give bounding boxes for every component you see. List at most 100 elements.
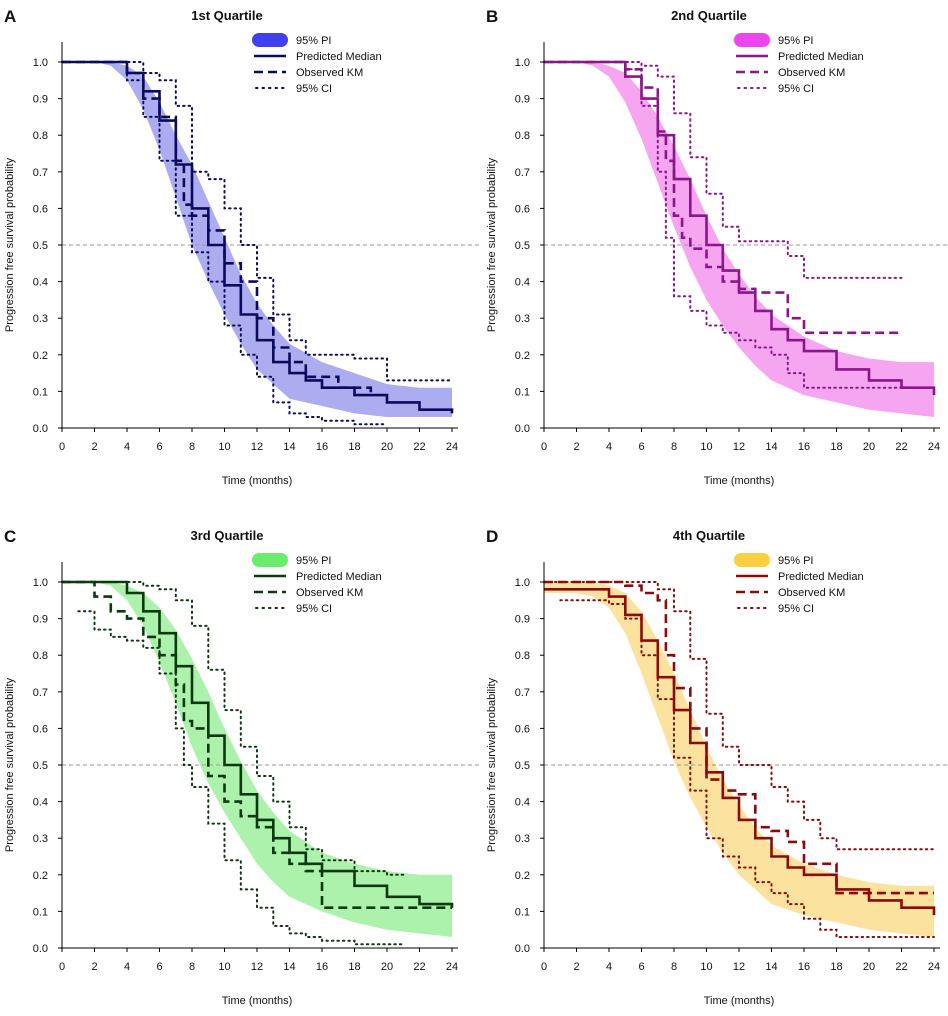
x-tick-label: 18 bbox=[348, 441, 360, 453]
x-tick-label: 14 bbox=[765, 961, 777, 973]
y-tick-label: 0.9 bbox=[515, 614, 530, 626]
panel-c: C 3rd Quartile 0.0 0.1 0.2 0.3 0.4 0.5 0.6 0.7 0.8… bbox=[4, 527, 482, 1007]
ci-lower-line bbox=[77, 610, 405, 946]
ci-lower-line bbox=[61, 61, 388, 426]
x-axis-label: Time (months) bbox=[222, 995, 293, 1007]
x-tick-label: 0 bbox=[541, 961, 547, 973]
y-tick-label: 0.0 bbox=[515, 943, 530, 955]
y-tick-label: 0.2 bbox=[33, 870, 48, 882]
y-tick-label: 0.3 bbox=[515, 313, 530, 325]
panel-title: 1st Quartile bbox=[191, 8, 263, 23]
y-tick-label: 0.6 bbox=[515, 723, 530, 735]
ci-upper-line bbox=[543, 61, 903, 279]
observed-km-line bbox=[544, 580, 934, 895]
x-tick-label: 12 bbox=[251, 441, 263, 453]
y-axis-label: Progression free survival probability bbox=[4, 677, 16, 852]
y-tick-label: 0.0 bbox=[33, 943, 48, 955]
legend-entry: 95% PI bbox=[296, 555, 331, 567]
y-tick-label: 0.5 bbox=[515, 240, 530, 252]
y-tick-label: 0.7 bbox=[33, 687, 48, 699]
x-tick-label: 20 bbox=[381, 961, 393, 973]
legend-swatch-pi bbox=[734, 33, 770, 47]
x-tick-label: 18 bbox=[830, 961, 842, 973]
x-tick-label: 20 bbox=[863, 961, 875, 973]
y-tick-label: 0.3 bbox=[33, 833, 48, 845]
legend-swatch-pi bbox=[252, 553, 288, 567]
x-tick-label: 4 bbox=[124, 441, 130, 453]
x-axis-label: Time (months) bbox=[704, 995, 775, 1007]
y-tick-label: 0.1 bbox=[515, 906, 530, 918]
y-tick-label: 0.9 bbox=[33, 94, 48, 106]
y-tick-label: 0.1 bbox=[33, 386, 48, 398]
x-tick-label: 4 bbox=[606, 961, 612, 973]
legend-entry: 95% CI bbox=[296, 603, 332, 615]
y-tick-label: 1.0 bbox=[515, 577, 530, 589]
x-tick-label: 10 bbox=[218, 441, 230, 453]
y-tick-label: 0.5 bbox=[33, 760, 48, 772]
x-tick-label: 18 bbox=[830, 441, 842, 453]
legend-entry: 95% CI bbox=[296, 83, 332, 95]
panel-title: 2nd Quartile bbox=[671, 8, 747, 23]
legend-swatch-pi bbox=[734, 553, 770, 567]
y-axis-label: Progression free survival probability bbox=[486, 677, 498, 852]
x-tick-label: 16 bbox=[798, 441, 810, 453]
y-tick-label: 0.3 bbox=[515, 833, 530, 845]
ci-upper-line bbox=[543, 581, 935, 851]
y-tick-label: 0.4 bbox=[515, 797, 530, 809]
x-tick-label: 20 bbox=[863, 441, 875, 453]
x-tick-label: 24 bbox=[446, 961, 458, 973]
y-tick-label: 0.2 bbox=[33, 350, 48, 362]
legend: 95% PI Predicted Median Observed KM 95% CI bbox=[734, 553, 864, 615]
y-axis-label: Progression free survival probability bbox=[4, 157, 16, 332]
panel-letter: B bbox=[486, 7, 498, 26]
y-tick-label: 0.4 bbox=[33, 277, 48, 289]
legend-entry: 95% PI bbox=[296, 35, 331, 47]
y-tick-label: 0.6 bbox=[33, 203, 48, 215]
y-tick-label: 0.0 bbox=[515, 423, 530, 435]
y-tick-label: 0.0 bbox=[33, 423, 48, 435]
x-tick-label: 14 bbox=[283, 961, 295, 973]
legend-swatch-pi bbox=[252, 33, 288, 47]
x-tick-label: 20 bbox=[381, 441, 393, 453]
x-tick-label: 14 bbox=[283, 441, 295, 453]
x-tick-label: 6 bbox=[156, 441, 162, 453]
x-tick-label: 12 bbox=[733, 961, 745, 973]
x-tick-label: 6 bbox=[156, 961, 162, 973]
x-tick-label: 8 bbox=[189, 441, 195, 453]
x-tick-label: 16 bbox=[316, 441, 328, 453]
y-tick-label: 0.7 bbox=[515, 687, 530, 699]
x-tick-label: 22 bbox=[413, 961, 425, 973]
x-tick-label: 12 bbox=[733, 441, 745, 453]
y-tick-label: 0.5 bbox=[33, 240, 48, 252]
x-tick-label: 2 bbox=[573, 961, 579, 973]
y-tick-label: 0.7 bbox=[515, 167, 530, 179]
pi-band bbox=[62, 62, 452, 417]
x-tick-label: 22 bbox=[895, 441, 907, 453]
legend-entry: Observed KM bbox=[778, 67, 845, 79]
legend-entry: Predicted Median bbox=[778, 571, 864, 583]
ci-lower-line bbox=[543, 61, 903, 389]
x-tick-label: 18 bbox=[348, 961, 360, 973]
y-tick-label: 1.0 bbox=[515, 57, 530, 69]
x-tick-label: 2 bbox=[91, 441, 97, 453]
predicted-median-line bbox=[62, 60, 454, 414]
panel-letter: D bbox=[486, 527, 498, 546]
x-tick-label: 4 bbox=[606, 441, 612, 453]
y-tick-label: 0.2 bbox=[515, 350, 530, 362]
x-tick-label: 6 bbox=[638, 961, 644, 973]
x-tick-label: 24 bbox=[928, 441, 940, 453]
panel-a: A 1st Quartile 0.0 0.1 0.2 0.3 0.4 0.5 0.6 0.7 0.8… bbox=[4, 7, 482, 487]
y-tick-label: 0.8 bbox=[515, 650, 530, 662]
pi-band bbox=[62, 582, 452, 937]
panel-letter: A bbox=[4, 7, 16, 26]
panel-title: 3rd Quartile bbox=[191, 528, 264, 543]
legend-entry: 95% CI bbox=[778, 603, 814, 615]
x-tick-label: 10 bbox=[218, 961, 230, 973]
x-tick-label: 24 bbox=[446, 441, 458, 453]
x-tick-label: 2 bbox=[91, 961, 97, 973]
panel-title: 4th Quartile bbox=[673, 528, 745, 543]
x-tick-label: 0 bbox=[59, 961, 65, 973]
y-tick-label: 1.0 bbox=[33, 577, 48, 589]
